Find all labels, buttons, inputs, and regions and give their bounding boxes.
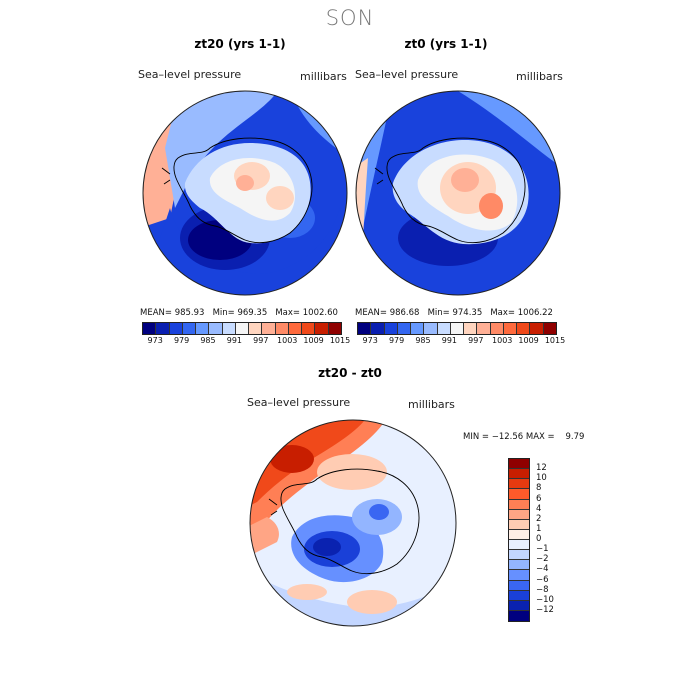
colorbar-tick-label: 991 <box>441 336 458 345</box>
colorbar-swatch <box>143 323 157 334</box>
diff-colorbar-tick-label: 12 <box>536 463 547 474</box>
diff-colorbar-swatch <box>509 590 529 601</box>
diff-colorbar-swatch <box>509 610 529 621</box>
colorbar-zt0 <box>357 322 557 335</box>
colorbar-tick-label: 985 <box>200 336 216 345</box>
diff-label-slp: Sea–level pressure <box>247 396 351 409</box>
polar-map-zt20 <box>142 90 348 296</box>
colorbar-swatch <box>424 323 438 334</box>
map-stats-zt20: MEAN= 985.93 Min= 969.35 Max= 1002.60 <box>140 308 338 318</box>
colorbar-swatch <box>302 323 316 334</box>
colorbar-swatch <box>517 323 531 334</box>
diff-colorbar-swatch <box>509 459 529 470</box>
diff-colorbar-swatch <box>509 509 529 520</box>
diff-colorbar-swatch <box>509 489 529 500</box>
colorbar-swatch <box>156 323 170 334</box>
diff-colorbar <box>508 458 530 622</box>
diff-colorbar-tick-label: −1 <box>536 544 549 555</box>
colorbar-swatch <box>384 323 398 334</box>
colorbar-swatch <box>477 323 491 334</box>
colorbar-tick-label: 997 <box>253 336 269 345</box>
colorbar-swatch <box>358 323 372 334</box>
diff-colorbar-swatch <box>509 519 529 530</box>
diff-colorbar-tick-label: −6 <box>536 574 549 585</box>
colorbar-swatch <box>235 323 250 334</box>
colorbar-tick-label: 997 <box>468 336 484 345</box>
colorbar-zt20 <box>142 322 342 335</box>
colorbar-tick-label: 973 <box>362 336 378 345</box>
map-title-zt20: zt20 (yrs 1-1) <box>194 37 286 51</box>
colorbar-swatch <box>222 323 236 334</box>
diff-colorbar-swatch <box>509 499 529 510</box>
diff-colorbar-swatch <box>509 570 529 581</box>
diff-colorbar-swatch <box>509 560 529 571</box>
diff-colorbar-tick-label: −2 <box>536 554 549 565</box>
map-units: millibars <box>516 70 563 83</box>
diff-colorbar-tick-label: 2 <box>536 513 542 524</box>
colorbar-tick-label: 1003 <box>277 336 298 345</box>
colorbar-ticks-zt0: 973 979 985 991 997 1003 1009 1015 <box>357 336 566 348</box>
colorbar-tick-label: 1009 <box>518 336 539 345</box>
colorbar-swatch <box>503 323 518 334</box>
colorbar-swatch <box>182 323 197 334</box>
polar-map-zt0 <box>355 90 561 296</box>
map-units: millibars <box>300 70 347 83</box>
map-label-slp: Sea–level pressure <box>355 68 459 81</box>
colorbar-swatch <box>262 323 276 334</box>
colorbar-tick-label: 1015 <box>329 336 351 345</box>
diff-colorbar-tick-label: −4 <box>536 564 549 575</box>
diff-colorbar-swatch <box>509 550 529 561</box>
colorbar-tick-label: 973 <box>147 336 163 345</box>
colorbar-swatch <box>411 323 425 334</box>
diff-colorbar-swatch <box>509 600 529 611</box>
diff-colorbar-tick-label: 0 <box>536 534 542 544</box>
diff-colorbar-swatch <box>509 580 529 591</box>
colorbar-swatch <box>196 323 210 334</box>
colorbar-swatch <box>328 323 341 334</box>
colorbar-swatch <box>288 323 303 334</box>
colorbar-swatch <box>275 323 289 334</box>
colorbar-swatch <box>249 323 263 334</box>
diff-colorbar-tick-label: −12 <box>536 604 554 615</box>
diff-colorbar-ticks: 12 10 8 6 4 2 1 0 −1 −2 −4 −6 −8 −10 −12 <box>536 458 566 620</box>
diff-colorbar-swatch <box>509 540 529 551</box>
diff-colorbar-tick-label: −8 <box>536 584 549 595</box>
diff-colorbar-tick-label: 8 <box>536 483 542 494</box>
diff-colorbar-swatch <box>509 479 529 490</box>
diff-colorbar-swatch <box>509 529 529 540</box>
colorbar-tick-label: 985 <box>415 336 431 345</box>
map-title-zt0: zt0 (yrs 1-1) <box>404 37 488 51</box>
diff-minmax: MIN = −12.56 MAX = 9.79 <box>463 432 585 442</box>
colorbar-swatch <box>464 323 478 334</box>
diff-colorbar-tick-label: −10 <box>536 594 554 605</box>
colorbar-swatch <box>437 323 451 334</box>
season-title: SON <box>325 6 375 30</box>
colorbar-swatch <box>397 323 412 334</box>
diff-colorbar-tick-label: 1 <box>536 523 542 534</box>
colorbar-tick-label: 1003 <box>492 336 513 345</box>
colorbar-swatch <box>209 323 223 334</box>
polar-map-difference <box>249 419 457 627</box>
colorbar-swatch <box>169 323 183 334</box>
diff-colorbar-tick-label: 10 <box>536 473 547 484</box>
colorbar-swatch <box>490 323 504 334</box>
colorbar-swatch <box>371 323 385 334</box>
map-stats-zt0: MEAN= 986.68 Min= 974.35 Max= 1006.22 <box>355 308 553 318</box>
colorbar-tick-label: 979 <box>388 336 405 345</box>
colorbar-tick-label: 1015 <box>544 336 566 345</box>
colorbar-tick-label: 1009 <box>303 336 324 345</box>
diff-colorbar-swatch <box>509 469 529 480</box>
colorbar-tick-label: 979 <box>173 336 190 345</box>
diff-units: millibars <box>408 398 455 411</box>
map-label-slp: Sea–level pressure <box>138 68 242 81</box>
colorbar-tick-label: 991 <box>226 336 243 345</box>
colorbar-ticks-zt20: 973 979 985 991 997 1003 1009 1015 <box>142 336 351 348</box>
colorbar-swatch <box>450 323 465 334</box>
diff-colorbar-tick-label: 4 <box>536 503 542 514</box>
diff-map-title: zt20 - zt0 <box>318 366 382 380</box>
colorbar-swatch <box>315 323 329 334</box>
colorbar-swatch <box>530 323 544 334</box>
colorbar-swatch <box>543 323 556 334</box>
diff-colorbar-tick-label: 6 <box>536 493 542 504</box>
